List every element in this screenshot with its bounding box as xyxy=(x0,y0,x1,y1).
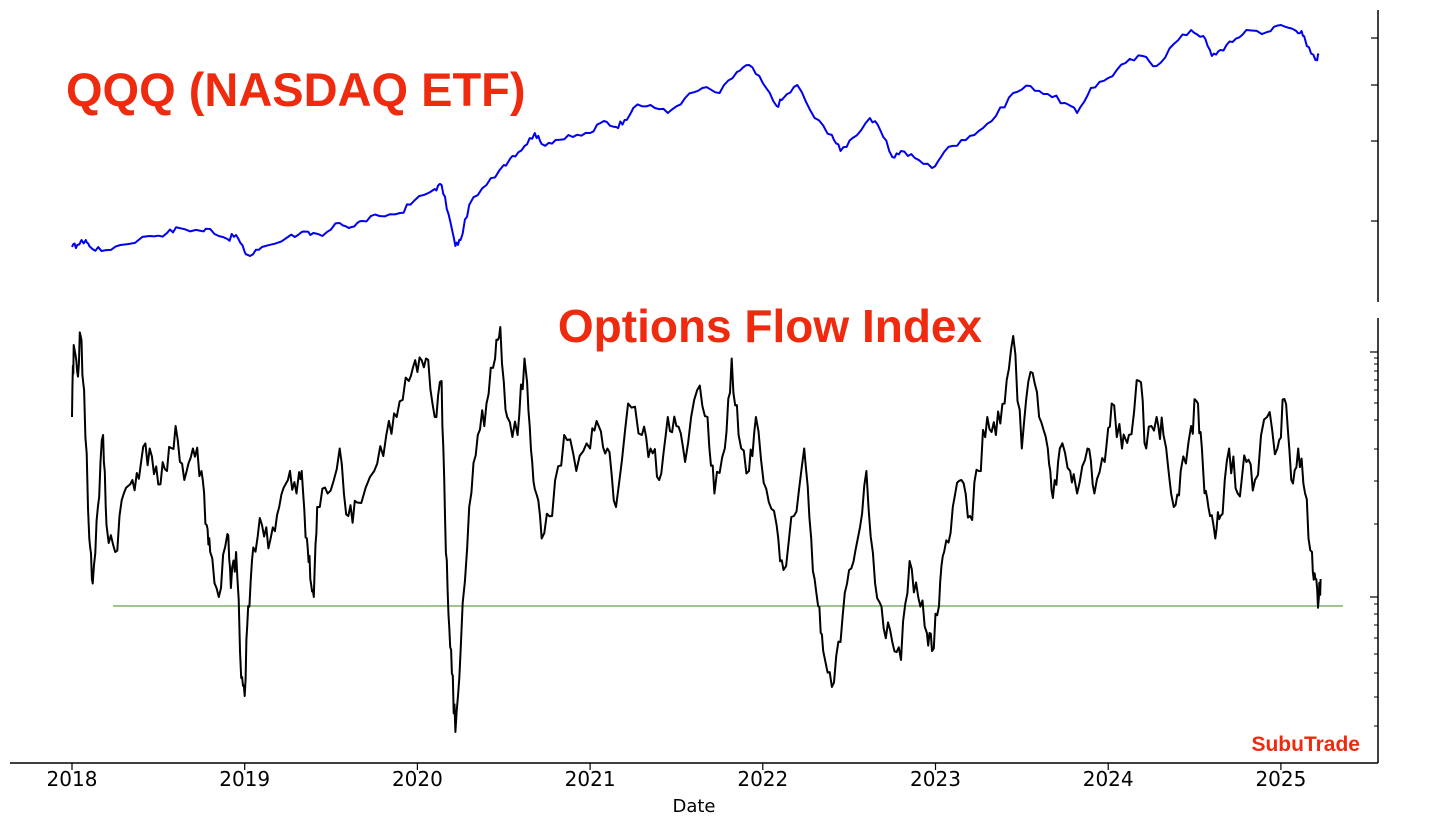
x-tick-label: 2021 xyxy=(565,767,616,791)
options-flow-title: Options Flow Index xyxy=(558,300,983,352)
watermark: SubuTrade xyxy=(1251,733,1360,756)
qqq-price-line xyxy=(71,24,1320,257)
x-axis-label: Date xyxy=(672,796,715,817)
x-tick-label: 2023 xyxy=(910,767,961,791)
x-tick-label: 2018 xyxy=(47,767,98,791)
qqq-axis-ticks xyxy=(1371,37,1378,222)
x-tick-label: 2024 xyxy=(1083,767,1134,791)
options-flow-line xyxy=(71,326,1322,733)
x-axis-ticks: 2018 2019 2020 2021 2022 2023 2024 2025 xyxy=(47,763,1306,791)
options-flow-axis-ticks xyxy=(1370,351,1378,727)
options-flow-panel: Options Flow Index xyxy=(10,300,1379,764)
x-tick-label: 2025 xyxy=(1255,767,1306,791)
x-tick-label: 2022 xyxy=(737,767,788,791)
x-tick-label: 2019 xyxy=(219,767,270,791)
qqq-panel: QQQ (NASDAQ ETF) xyxy=(66,10,1379,302)
x-tick-label: 2020 xyxy=(392,767,443,791)
qqq-title: QQQ (NASDAQ ETF) xyxy=(66,63,526,116)
